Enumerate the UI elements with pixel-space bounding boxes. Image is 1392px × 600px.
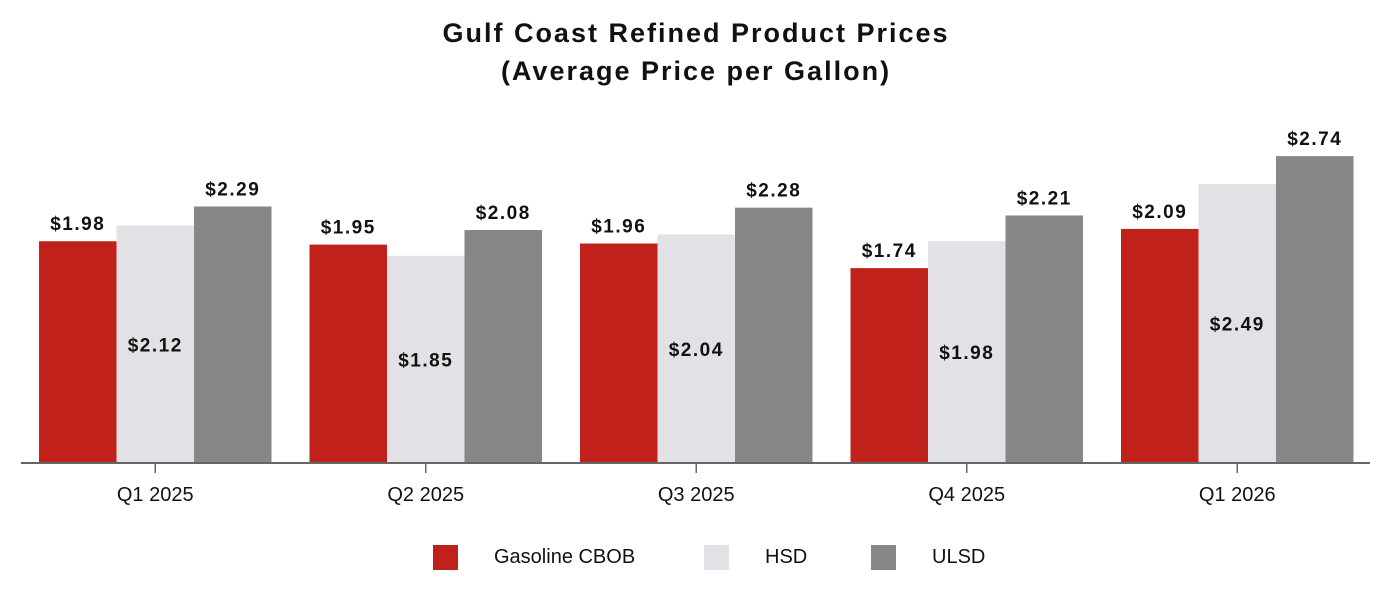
chart-title-line2: (Average Price per Gallon) [500, 56, 892, 86]
bar-hsd-q1-2025 [116, 225, 194, 463]
bar-gasoline-cbob-q1-2025 [39, 241, 117, 463]
data-label-ulsd-q1-2025: $2.29 [205, 180, 260, 201]
legend-swatch-gasoline-cbob [433, 544, 458, 570]
data-label-ulsd-q1-2026: $2.74 [1287, 129, 1342, 150]
legend-label-ulsd: ULSD [932, 545, 986, 568]
data-label-hsd-q4-2025: $1.98 [939, 343, 994, 364]
data-label-gasoline-cbob-q1-2026: $2.09 [1132, 202, 1187, 223]
x-tick-label-q1-2025: Q1 2025 [117, 484, 194, 506]
data-label-gasoline-cbob-q2-2025: $1.95 [321, 218, 376, 239]
bar-gasoline-cbob-q4-2025 [850, 268, 928, 463]
bar-gasoline-cbob-q1-2026 [1121, 228, 1199, 463]
legend-item-ulsd: ULSD [871, 540, 985, 574]
data-label-hsd-q3-2025: $2.04 [669, 340, 724, 361]
data-label-hsd-q1-2026: $2.49 [1210, 315, 1265, 336]
data-label-ulsd-q3-2025: $2.28 [746, 181, 801, 202]
data-label-hsd-q2-2025: $1.85 [398, 350, 453, 371]
bar-hsd-q2-2025 [387, 255, 465, 463]
data-label-gasoline-cbob-q4-2025: $1.74 [862, 241, 917, 262]
legend-item-gasoline-cbob: Gasoline CBOB [433, 540, 635, 574]
bar-hsd-q4-2025 [928, 241, 1006, 463]
x-tick-label-q1-2026: Q1 2026 [1199, 484, 1276, 506]
chart-title-line1: Gulf Coast Refined Product Prices [442, 18, 950, 48]
bar-gasoline-cbob-q3-2025 [580, 243, 658, 463]
legend-label-hsd: HSD [765, 545, 808, 568]
legend-label-gasoline-cbob: Gasoline CBOB [494, 545, 636, 568]
bar-hsd-q1-2026 [1198, 184, 1276, 463]
data-label-hsd-q1-2025: $2.12 [128, 335, 183, 356]
x-tick-label-q4-2025: Q4 2025 [928, 484, 1005, 506]
bar-ulsd-q2-2025 [464, 230, 542, 463]
data-label-gasoline-cbob-q1-2025: $1.98 [50, 214, 105, 235]
bar-gasoline-cbob-q2-2025 [309, 244, 387, 463]
x-tick-label-q3-2025: Q3 2025 [658, 484, 735, 506]
data-label-ulsd-q2-2025: $2.08 [476, 203, 531, 224]
data-label-gasoline-cbob-q3-2025: $1.96 [591, 216, 646, 237]
legend-swatch-hsd [704, 544, 729, 570]
data-label-ulsd-q4-2025: $2.21 [1017, 188, 1072, 209]
x-tick-label-q2-2025: Q2 2025 [387, 484, 464, 506]
legend-swatch-ulsd [871, 544, 896, 570]
legend: Gasoline CBOB HSD ULSD [0, 540, 1392, 574]
bar-ulsd-q4-2025 [1005, 215, 1083, 463]
bar-ulsd-q1-2026 [1276, 156, 1354, 463]
bar-ulsd-q3-2025 [735, 207, 813, 463]
legend-item-hsd: HSD [704, 540, 807, 574]
bar-hsd-q3-2025 [657, 234, 735, 463]
chart-title: Gulf Coast Refined Product Prices (Avera… [0, 14, 1392, 90]
bar-ulsd-q1-2025 [194, 206, 272, 463]
